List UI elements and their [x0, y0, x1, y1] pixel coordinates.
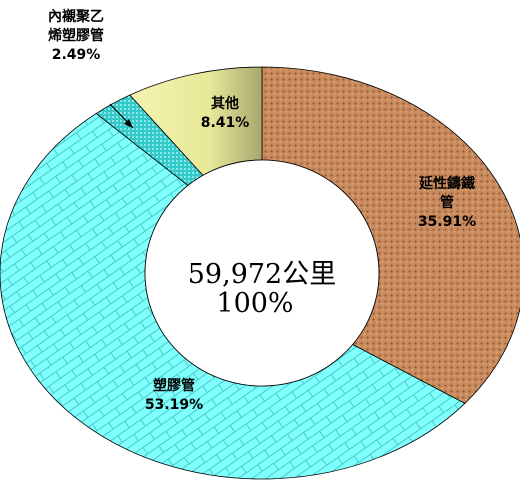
value-label: 35.91% — [417, 214, 477, 230]
category-label: 其他 — [210, 96, 239, 112]
category-label: 延性鑄鐵管 — [419, 176, 475, 211]
data-label: 其他 8.41% — [201, 95, 250, 133]
data-label: 延性鑄鐵管 35.91% — [418, 175, 476, 232]
center-text: 100% — [216, 288, 294, 319]
category-label: 內襯聚乙烯塑膠管 — [48, 9, 104, 44]
value-label: 53.19% — [144, 397, 204, 413]
arrow-head — [124, 119, 133, 128]
data-label: 塑膠管 53.19% — [144, 377, 204, 415]
data-label: 內襯聚乙烯塑膠管 2.49% — [46, 8, 106, 65]
center-text: 59,972公里 — [187, 259, 337, 290]
donut-hole — [144, 159, 380, 387]
value-label: 2.49% — [51, 47, 101, 63]
category-label: 塑膠管 — [153, 378, 195, 394]
value-label: 8.41% — [200, 115, 250, 131]
